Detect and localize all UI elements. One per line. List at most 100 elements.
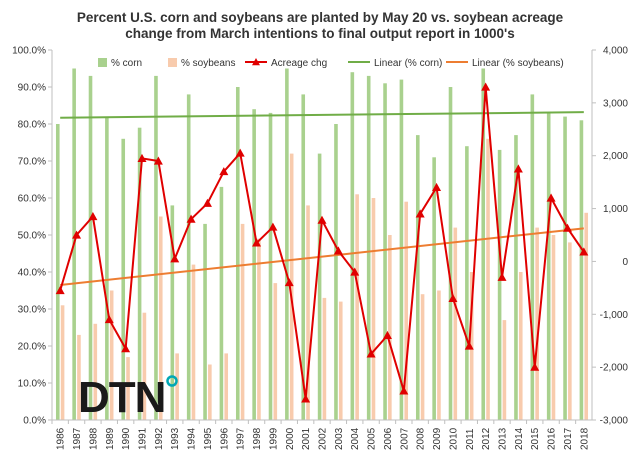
x-axis-tick-label: 2010 — [448, 427, 459, 450]
soybean-bar — [518, 272, 523, 420]
soybean-bar — [453, 227, 458, 420]
soybean-bar — [551, 235, 556, 420]
corn-bar — [170, 205, 175, 420]
acreage-change-marker — [235, 148, 245, 157]
acreage-change-marker — [88, 212, 98, 221]
left-axis-tick-label: 0.0% — [23, 416, 46, 427]
corn-bar — [399, 79, 404, 420]
left-axis-tick-label: 20.0% — [18, 342, 46, 353]
corn-trendline — [60, 111, 584, 119]
acreage-change-marker — [284, 278, 294, 287]
acreage-change-marker — [497, 272, 507, 281]
acreage-change-marker — [252, 238, 262, 247]
x-axis-tick-label: 1998 — [252, 427, 263, 450]
soybean-bar — [142, 312, 147, 420]
soybean-bar — [126, 357, 130, 420]
acreage-change-marker — [350, 267, 360, 276]
x-axis-tick-label: 2014 — [514, 427, 525, 450]
dtn-logo-text: DTN — [78, 373, 165, 422]
x-axis-tick-label: 2011 — [465, 428, 476, 450]
corn-bar — [301, 94, 306, 421]
acreage-change-marker — [382, 330, 392, 340]
acreage-change-marker — [317, 215, 327, 224]
right-axis-tick-label: 0 — [622, 257, 628, 268]
x-axis-tick-label: 1993 — [170, 427, 181, 450]
soybean-bar — [109, 290, 114, 420]
right-axis-tick-label: 1,000 — [603, 204, 628, 215]
x-axis-tick-label: 2018 — [579, 427, 590, 450]
acreage-change-marker — [268, 222, 278, 231]
x-axis-tick-label: 2009 — [432, 427, 443, 450]
acreage-change-marker — [464, 341, 474, 350]
legend-item-corn: % corn — [98, 58, 142, 69]
soybean-bar — [388, 235, 392, 420]
x-axis-tick-label: 1991 — [138, 427, 149, 450]
left-axis-tick-label: 80.0% — [18, 120, 46, 131]
x-axis-tick-label: 1990 — [121, 427, 132, 450]
x-axis-tick-label: 1987 — [72, 427, 83, 450]
soybean-bar — [535, 227, 539, 420]
soybean-bar — [77, 334, 81, 420]
x-axis-tick-label: 1989 — [105, 427, 116, 450]
corn-bar — [186, 94, 191, 421]
corn-bar — [154, 75, 158, 421]
corn-bar — [579, 120, 584, 421]
acreage-change-marker — [448, 293, 458, 303]
right-axis-tick-label: 4,000 — [603, 46, 628, 57]
soybean-bar — [338, 301, 343, 420]
acreage-change-marker — [562, 223, 572, 232]
corn-bar — [203, 223, 207, 420]
soybean-bar — [224, 353, 229, 420]
legend: % corn % soybeans Acreage chg Linear (% cor… — [98, 58, 564, 69]
x-axis-tick-label: 2017 — [563, 427, 574, 450]
acreage-change-marker — [530, 362, 540, 371]
acreage-change-marker — [546, 193, 556, 202]
corn-bar — [546, 112, 551, 421]
soybean-bar — [420, 294, 425, 420]
legend-label: % corn — [111, 58, 142, 69]
acreage-change-marker — [513, 164, 523, 173]
corn-bar — [235, 87, 240, 420]
corn-bar — [366, 75, 371, 421]
soybean-bar — [191, 264, 196, 420]
soybean-bar — [240, 223, 245, 420]
corn-bar — [55, 124, 60, 420]
chart-title-line2: change from March intentions to final ou… — [125, 26, 515, 41]
soybean-bar — [273, 283, 278, 420]
soybean-bar — [437, 290, 441, 420]
corn-bar — [121, 138, 126, 421]
legend-item-linear-soybeans: Linear (% soybeans) — [446, 58, 564, 69]
acreage-change-marker — [333, 246, 343, 255]
x-axis-tick-label: 2008 — [416, 427, 427, 450]
axes-layer: 0.0% 10.0% 20.0% 30.0% 40.0% 50.0% 60.0% 70.0% 8… — [12, 46, 628, 451]
soybean-bar — [584, 212, 589, 420]
legend-label: Linear (% soybeans) — [472, 58, 564, 69]
x-axis-tick-label: 2005 — [367, 427, 378, 450]
corn-bar — [448, 87, 453, 420]
x-axis-tick-label: 2013 — [498, 427, 509, 450]
soybean-bar — [486, 138, 490, 421]
corn-bar — [88, 75, 93, 421]
left-axis-tick-label: 90.0% — [18, 83, 46, 94]
corn-bar — [383, 83, 387, 421]
corn-bar — [497, 149, 502, 420]
acreage-change-marker — [153, 156, 163, 165]
acreage-change-marker — [301, 394, 311, 403]
x-axis-tick-label: 2006 — [383, 427, 394, 450]
acreage-change-marker — [415, 209, 425, 218]
acreage-change-marker — [579, 247, 589, 256]
left-axis-tick-label: 70.0% — [18, 157, 46, 168]
corn-bar — [563, 116, 567, 420]
soybean-bar — [208, 364, 212, 420]
legend-swatch — [168, 58, 177, 67]
soybean-bar — [289, 153, 294, 420]
legend-marker-icon — [252, 58, 260, 66]
x-axis-tick-label: 1986 — [56, 427, 67, 450]
acreage-change-marker — [104, 315, 114, 324]
x-axis-tick-label: 2016 — [547, 427, 558, 450]
soybean-bar — [371, 198, 376, 420]
left-axis-tick-label: 10.0% — [18, 379, 46, 390]
soybean-bar — [502, 320, 507, 420]
x-axis-tick-label: 1996 — [219, 427, 230, 450]
